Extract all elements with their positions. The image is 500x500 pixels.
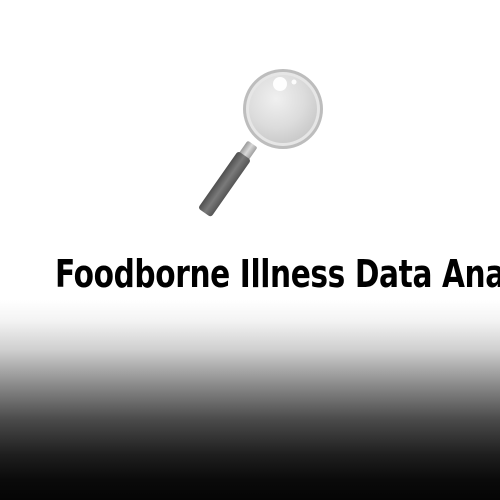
- magnifying-glass-icon: [199, 69, 323, 217]
- page-title: Foodborne Illness Data Analysis: [55, 252, 500, 296]
